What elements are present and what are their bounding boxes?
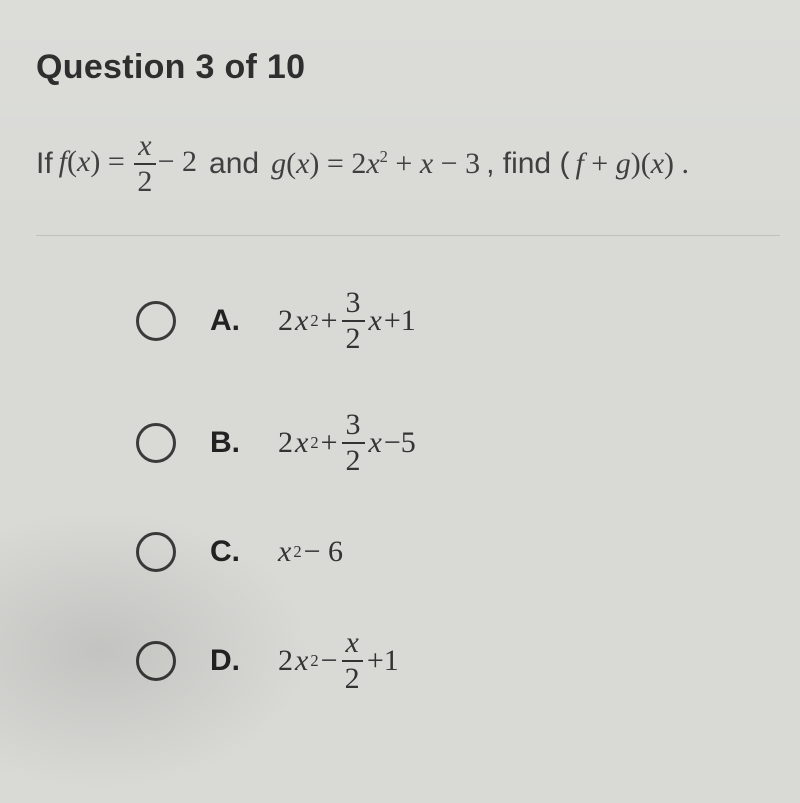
radio-a[interactable] — [136, 301, 176, 341]
paren: ( — [286, 147, 296, 180]
tail: +1 — [384, 304, 416, 338]
x-sym: x — [366, 147, 379, 180]
op: + — [584, 147, 616, 180]
choice-label: B. — [210, 426, 244, 460]
exponent: 2 — [310, 433, 318, 453]
fraction: 3 2 — [342, 288, 365, 354]
stem-and: and — [209, 147, 259, 181]
choice-expr: x2 − 6 — [278, 535, 343, 569]
choice-label: C. — [210, 535, 244, 569]
divider — [36, 235, 780, 236]
x-sym: x — [296, 147, 309, 180]
op: − — [321, 644, 338, 678]
radio-d[interactable] — [136, 641, 176, 681]
answer-choices: A. 2x2 + 3 2 x+1 B. 2x2 + 3 2 x−5 C. x2 … — [36, 288, 780, 694]
x-sym: x — [651, 147, 664, 180]
frac-num: x — [342, 628, 363, 662]
x-sym: x — [369, 426, 382, 460]
question-title: Question 3 of 10 — [36, 48, 780, 87]
exponent: 2 — [310, 651, 318, 671]
x-sym: x — [369, 304, 382, 338]
fg-expr: f + g)(x) . — [575, 147, 689, 181]
frac-num: x — [134, 131, 155, 165]
f-sym: f — [59, 145, 67, 178]
x-sym: x — [420, 147, 433, 180]
tail: − 6 — [304, 535, 343, 569]
x-sym: x — [295, 304, 308, 338]
frac-den: 2 — [137, 165, 152, 197]
stem-f-expr: f(x) = x 2 − 2 — [59, 131, 197, 197]
fraction: x 2 — [134, 131, 155, 197]
radio-b[interactable] — [136, 423, 176, 463]
paren: ) . — [664, 147, 689, 180]
paren: )( — [631, 147, 651, 180]
frac-num: 3 — [342, 410, 365, 444]
exponent: 2 — [310, 311, 318, 331]
fraction: 3 2 — [342, 410, 365, 476]
x-sym: x — [77, 145, 90, 178]
choice-b[interactable]: B. 2x2 + 3 2 x−5 — [136, 410, 780, 476]
paren: ( — [67, 145, 77, 178]
coef: 2 — [278, 304, 293, 338]
question-stem: If f(x) = x 2 − 2 and g(x) = 2x2 + x − 3… — [36, 131, 780, 197]
stem-g-expr: g(x) = 2x2 + x − 3 — [271, 147, 480, 181]
choice-a[interactable]: A. 2x2 + 3 2 x+1 — [136, 288, 780, 354]
choice-expr: 2x2 + 3 2 x−5 — [278, 410, 416, 476]
choice-expr: 2x2 + 3 2 x+1 — [278, 288, 416, 354]
stem-if: If — [36, 147, 53, 181]
paren: ) = — [90, 145, 124, 178]
tail: − 3 — [441, 147, 480, 180]
x-sym: x — [295, 426, 308, 460]
x-sym: x — [295, 644, 308, 678]
exponent: 2 — [380, 147, 388, 166]
fraction: x 2 — [342, 628, 363, 694]
choice-d[interactable]: D. 2x2 − x 2 +1 — [136, 628, 780, 694]
tail: −5 — [384, 426, 416, 460]
stem-find: , find ( — [486, 147, 569, 181]
frac-den: 2 — [346, 322, 361, 354]
tail: − 2 — [158, 145, 197, 178]
choice-c[interactable]: C. x2 − 6 — [136, 532, 780, 572]
f-sym: f — [575, 147, 583, 180]
frac-den: 2 — [345, 662, 360, 694]
choice-expr: 2x2 − x 2 +1 — [278, 628, 399, 694]
op: + — [395, 147, 412, 180]
g-sym: g — [271, 147, 286, 180]
frac-den: 2 — [346, 444, 361, 476]
exponent: 2 — [293, 542, 301, 562]
choice-label: A. — [210, 304, 244, 338]
frac-num: 3 — [342, 288, 365, 322]
coef: 2 — [278, 426, 293, 460]
op: + — [321, 426, 338, 460]
g-sym: g — [616, 147, 631, 180]
tail: +1 — [367, 644, 399, 678]
choice-label: D. — [210, 644, 244, 678]
radio-c[interactable] — [136, 532, 176, 572]
coef: 2 — [278, 644, 293, 678]
x-sym: x — [278, 535, 291, 569]
paren: ) = 2 — [309, 147, 366, 180]
op: + — [321, 304, 338, 338]
